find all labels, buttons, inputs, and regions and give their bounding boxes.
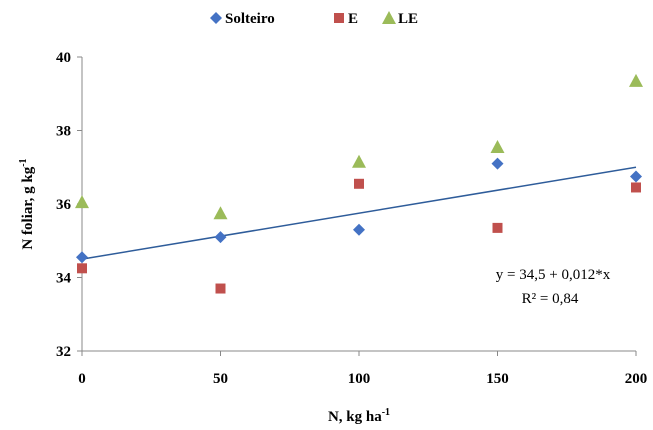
point-e — [215, 283, 226, 294]
y-axis-label-text: N foliar, g kg — [20, 166, 36, 249]
legend-label-solteiro: Solteiro — [225, 11, 275, 27]
y-tick-label: 32 — [56, 344, 71, 360]
legend-item-e: E — [334, 11, 358, 27]
x-axis-label-text: N, kg ha — [328, 409, 382, 425]
legend-item-solteiro: Solteiro — [210, 11, 275, 27]
point-e — [631, 182, 641, 193]
y-axis-label-sup: -1 — [18, 158, 29, 166]
trendline-equation: y = 34,5 + 0,012*x — [496, 267, 611, 283]
point-e — [77, 263, 87, 274]
point-e — [492, 222, 503, 233]
y-tick-label: 40 — [56, 50, 71, 66]
point-solteiro — [353, 223, 365, 236]
data-points — [75, 73, 643, 294]
legend-label-e: E — [348, 11, 358, 27]
y-axis-label: N foliar, g kg-1 — [18, 158, 36, 249]
point-le — [352, 154, 366, 168]
series-le — [75, 73, 643, 220]
y-tick-label: 36 — [56, 197, 72, 213]
legend-label-le: LE — [398, 11, 418, 27]
legend: Solteiro E LE — [210, 11, 418, 27]
point-solteiro — [491, 157, 504, 170]
legend-marker-e — [334, 13, 344, 23]
point-solteiro — [214, 231, 227, 244]
legend-marker-solteiro — [210, 12, 222, 24]
x-tick-label: 100 — [348, 371, 371, 387]
series-solteiro — [76, 157, 642, 264]
x-tick-label: 0 — [78, 371, 86, 387]
point-e — [354, 178, 364, 189]
series-e — [77, 178, 641, 294]
point-solteiro — [76, 251, 88, 264]
y-axis-ticks: 32 34 36 38 40 — [56, 50, 82, 360]
x-tick-label: 50 — [213, 371, 228, 387]
point-le — [213, 206, 228, 220]
point-solteiro — [630, 170, 642, 183]
legend-item-le: LE — [382, 11, 418, 27]
x-axis-ticks: 0 50 100 150 200 — [78, 351, 647, 387]
point-le — [629, 73, 643, 87]
x-tick-label: 200 — [625, 371, 648, 387]
x-tick-label: 150 — [486, 371, 509, 387]
y-tick-label: 38 — [56, 124, 71, 140]
x-axis-label-sup: -1 — [382, 407, 390, 418]
trendline-r2: R² = 0,84 — [522, 291, 579, 307]
point-le — [75, 195, 89, 209]
point-le — [490, 140, 505, 154]
x-axis-label: N, kg ha-1 — [328, 407, 390, 425]
trendline — [81, 166, 637, 260]
legend-marker-le — [382, 11, 396, 24]
y-tick-label: 34 — [56, 271, 72, 287]
